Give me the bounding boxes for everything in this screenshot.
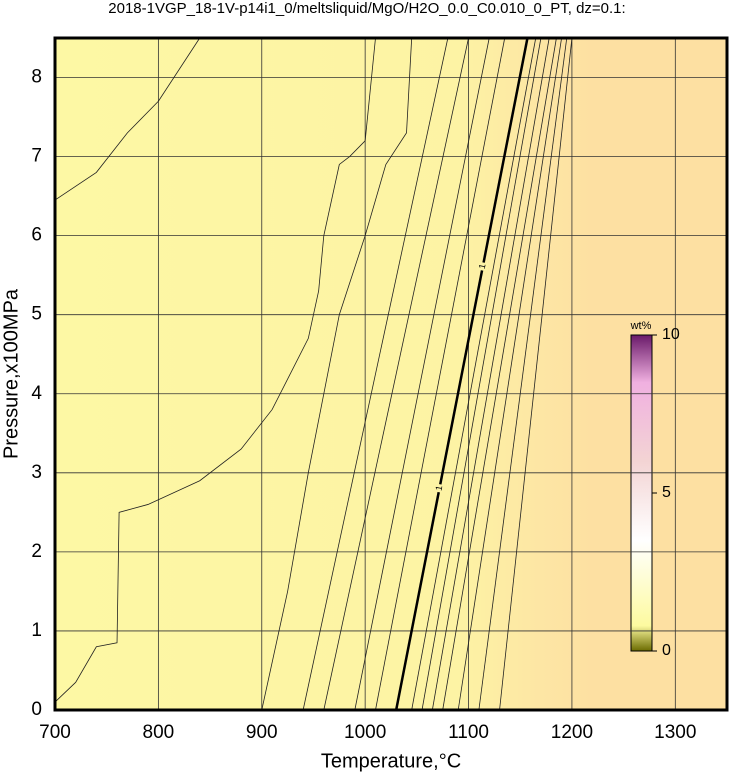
contour-line [431, 37, 550, 711]
contour-line [478, 37, 568, 711]
contour-line [354, 37, 490, 711]
x-tick-label: 800 [143, 722, 175, 743]
chart-title: 2018-1VGP_18-1V-p14i1_0/meltsliquid/MgO/… [108, 0, 625, 17]
contour-line [54, 37, 201, 201]
contour-line [302, 37, 449, 711]
contour-line [261, 37, 413, 711]
y-tick-label: 2 [31, 541, 42, 562]
colorbar [630, 334, 653, 652]
y-tick-label: 8 [31, 67, 42, 88]
y-tick-label: 5 [31, 304, 42, 325]
x-tick-label: 1200 [551, 722, 593, 743]
contour-line [499, 37, 573, 711]
y-tick-label: 7 [31, 146, 42, 167]
x-tick-label: 1000 [344, 722, 386, 743]
contour-line [411, 37, 537, 711]
x-tick-label: 900 [246, 722, 278, 743]
y-tick-label: 1 [31, 620, 42, 641]
colorbar-tick-label: 10 [662, 326, 680, 343]
contour-line [323, 37, 469, 711]
contour-label-bg [477, 261, 489, 272]
plot-background [55, 38, 727, 710]
contour-line [394, 37, 529, 711]
contour-label-bg [433, 483, 446, 494]
contour-line [421, 37, 542, 711]
y-tick-label: 3 [31, 462, 42, 483]
x-axis-label: Temperature,°C [321, 750, 461, 772]
colorbar-tick-label: 5 [662, 484, 671, 501]
y-axis-label: Pressure,x100MPa [0, 288, 22, 459]
y-tick-label: 0 [31, 699, 42, 720]
colorbar-label: wt% [630, 320, 652, 332]
contour-line [375, 37, 506, 711]
colorbar-tick-label: 0 [662, 642, 671, 659]
x-tick-label: 1100 [448, 722, 489, 743]
contour-line [54, 37, 376, 703]
contour-label: 1 [433, 485, 444, 492]
y-tick-label: 4 [31, 383, 42, 404]
x-tick-label: 1300 [654, 722, 696, 743]
plot-frame [53, 36, 729, 712]
y-tick-label: 6 [31, 225, 42, 246]
contour-line [457, 37, 562, 711]
contour-line [442, 37, 557, 711]
contour-label: 1 [477, 263, 488, 270]
x-tick-label: 700 [39, 722, 71, 743]
